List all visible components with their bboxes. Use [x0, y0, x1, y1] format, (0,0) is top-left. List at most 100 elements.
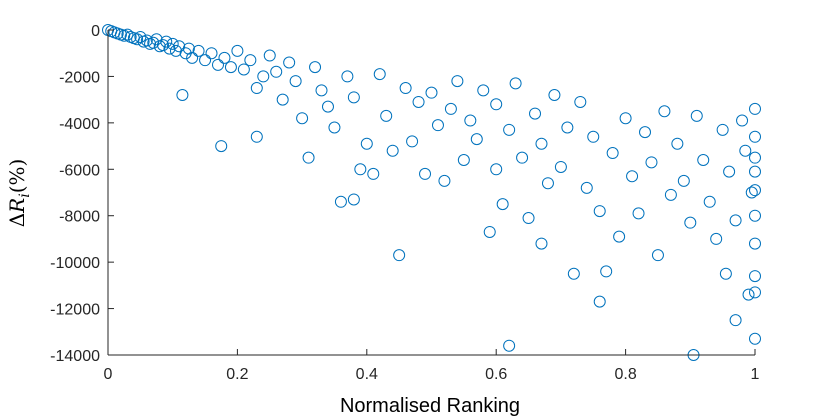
data-point	[690, 109, 703, 122]
y-axis-title: ΔRi(%)	[5, 159, 33, 228]
data-point	[749, 270, 761, 283]
data-point	[554, 160, 567, 173]
data-point	[211, 58, 224, 71]
data-point	[121, 28, 134, 41]
x-tick-label: 0.2	[226, 366, 248, 383]
data-point	[529, 107, 542, 120]
data-point	[535, 137, 548, 150]
axes	[107, 29, 756, 356]
data-point	[406, 135, 419, 148]
data-point	[419, 167, 432, 180]
data-point	[250, 130, 263, 143]
data-point	[131, 33, 144, 46]
data-point	[399, 82, 412, 95]
data-point	[684, 216, 697, 229]
data-point	[373, 68, 386, 81]
data-point	[160, 35, 173, 48]
data-point	[425, 86, 438, 99]
data-point	[671, 137, 684, 150]
x-tick-label: 0.8	[614, 366, 636, 383]
data-point	[574, 95, 587, 108]
data-point	[302, 151, 315, 164]
y-tick-label: -2000	[59, 69, 100, 86]
data-point	[600, 265, 613, 278]
data-point	[140, 34, 153, 47]
data-point	[250, 82, 263, 95]
data-point	[619, 112, 632, 125]
data-point	[719, 267, 732, 280]
data-point	[166, 37, 179, 50]
data-point	[224, 61, 237, 74]
data-point	[749, 237, 761, 250]
data-point	[438, 174, 451, 187]
data-point	[664, 188, 677, 201]
data-point	[535, 237, 548, 250]
y-tick-label: -6000	[59, 162, 100, 179]
data-point	[457, 154, 470, 166]
data-point	[593, 205, 606, 218]
x-tick-label: 0	[104, 366, 113, 383]
data-point	[677, 174, 690, 187]
data-point	[593, 295, 606, 308]
data-point	[503, 339, 516, 352]
data-point	[218, 51, 231, 64]
data-point	[296, 112, 309, 125]
data-point	[412, 95, 425, 108]
data-point	[451, 75, 464, 88]
y-tick-label: 0	[91, 23, 100, 40]
data-point	[237, 63, 250, 76]
data-point	[739, 144, 752, 157]
y-tick-label: -4000	[59, 116, 100, 133]
data-point	[606, 147, 619, 160]
data-point	[257, 70, 270, 83]
data-point	[309, 61, 322, 74]
data-point	[749, 286, 761, 299]
x-axis-title: Normalised Ranking	[340, 395, 520, 417]
data-point	[749, 151, 761, 164]
data-point	[283, 56, 296, 69]
data-point	[276, 93, 289, 106]
y-axis-title-sub: i	[17, 193, 33, 197]
data-point	[231, 44, 244, 57]
data-point	[341, 70, 354, 83]
data-point	[723, 165, 736, 178]
data-point	[464, 114, 477, 127]
data-point	[321, 100, 334, 113]
data-point	[315, 84, 328, 97]
data-point	[522, 212, 535, 225]
data-point	[328, 121, 341, 134]
y-tick-label: -8000	[59, 209, 100, 226]
x-tick-label: 1	[751, 366, 760, 383]
data-point	[729, 214, 742, 227]
data-point	[509, 77, 522, 90]
data-point	[244, 54, 257, 67]
data-point	[367, 167, 380, 180]
data-point	[729, 314, 742, 327]
data-point	[632, 207, 645, 220]
data-point	[156, 39, 169, 52]
data-point	[626, 170, 639, 183]
data-point	[749, 102, 761, 115]
data-point	[639, 126, 652, 139]
data-point	[490, 163, 503, 176]
y-axis-title-var: R	[5, 198, 29, 214]
data-point	[749, 165, 761, 178]
data-point	[710, 232, 723, 245]
data-point	[147, 36, 160, 49]
data-point	[651, 249, 664, 262]
data-point	[176, 89, 189, 101]
y-tick-label: -10000	[50, 255, 100, 272]
y-tick-label: -14000	[50, 348, 100, 365]
data-point	[496, 198, 509, 211]
data-point	[334, 195, 347, 208]
scatter-points	[102, 24, 761, 361]
data-point	[561, 121, 574, 134]
data-point	[380, 109, 393, 122]
data-point	[745, 186, 758, 199]
data-point	[645, 156, 658, 169]
y-axis-title-unit: (%)	[5, 159, 29, 194]
data-point	[548, 89, 561, 101]
data-point	[490, 98, 503, 111]
data-point	[431, 119, 444, 132]
